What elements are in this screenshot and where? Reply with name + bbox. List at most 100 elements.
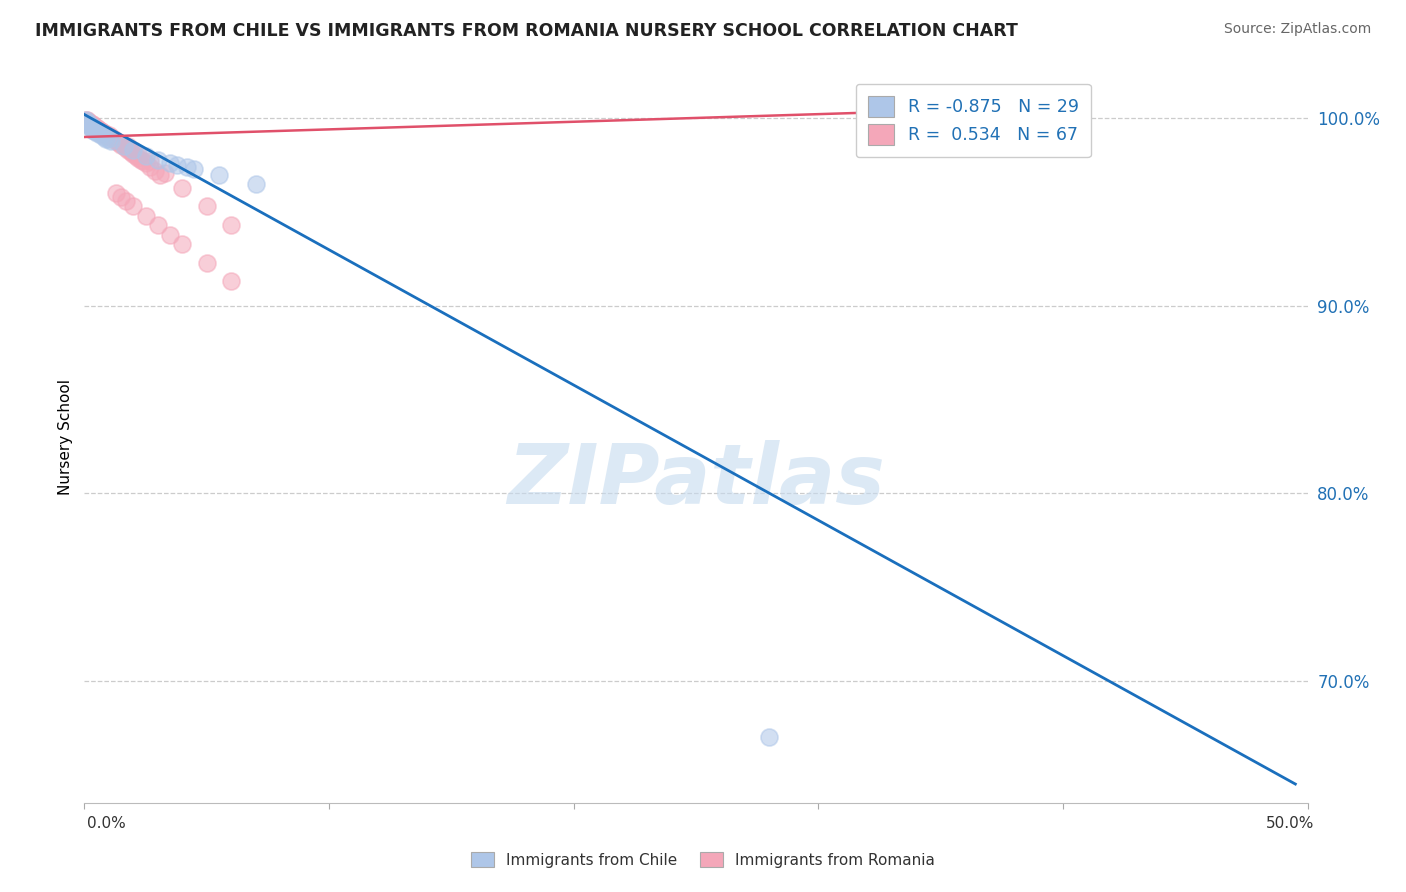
- Point: [93, 126, 115, 140]
- Point: [149, 168, 172, 182]
- Point: [90, 126, 112, 140]
- Point: [208, 168, 231, 182]
- Point: [80, 117, 103, 131]
- Point: [105, 134, 128, 148]
- Text: Source: ZipAtlas.com: Source: ZipAtlas.com: [1223, 22, 1371, 37]
- Point: [115, 194, 138, 208]
- Point: [112, 139, 135, 153]
- Point: [80, 120, 103, 135]
- Point: [83, 119, 105, 133]
- Point: [87, 124, 110, 138]
- Point: [122, 199, 145, 213]
- Point: [80, 119, 103, 133]
- Point: [100, 130, 122, 145]
- Point: [97, 130, 120, 145]
- Point: [86, 120, 108, 135]
- Point: [117, 139, 139, 153]
- Point: [245, 177, 267, 191]
- Text: 0.0%: 0.0%: [87, 816, 127, 830]
- Point: [172, 236, 194, 251]
- Point: [176, 160, 198, 174]
- Point: [135, 156, 157, 170]
- Point: [122, 143, 145, 157]
- Point: [75, 113, 97, 128]
- Point: [758, 730, 780, 744]
- Point: [135, 209, 157, 223]
- Point: [153, 166, 176, 180]
- Point: [110, 137, 132, 152]
- Point: [90, 124, 112, 138]
- Point: [172, 180, 194, 194]
- Y-axis label: Nursery School: Nursery School: [58, 379, 73, 495]
- Point: [77, 119, 100, 133]
- Point: [139, 160, 162, 174]
- Point: [76, 115, 98, 129]
- Point: [77, 115, 100, 129]
- Point: [86, 126, 108, 140]
- Point: [83, 120, 105, 135]
- Point: [80, 119, 103, 133]
- Point: [146, 218, 169, 232]
- Point: [93, 130, 115, 145]
- Point: [90, 124, 112, 138]
- Point: [117, 143, 139, 157]
- Point: [103, 132, 125, 146]
- Point: [139, 154, 162, 169]
- Point: [96, 132, 118, 146]
- Point: [96, 128, 118, 142]
- Point: [86, 124, 108, 138]
- Legend: Immigrants from Chile, Immigrants from Romania: Immigrants from Chile, Immigrants from R…: [463, 844, 943, 875]
- Point: [110, 190, 132, 204]
- Point: [122, 147, 145, 161]
- Point: [166, 158, 188, 172]
- Point: [80, 122, 103, 136]
- Point: [97, 128, 120, 142]
- Point: [146, 153, 169, 167]
- Point: [93, 126, 115, 140]
- Point: [159, 156, 181, 170]
- Point: [112, 139, 135, 153]
- Text: 50.0%: 50.0%: [1267, 816, 1315, 830]
- Point: [80, 119, 103, 133]
- Point: [97, 132, 120, 146]
- Point: [75, 113, 97, 128]
- Point: [87, 122, 110, 136]
- Point: [90, 128, 112, 142]
- Point: [143, 163, 166, 178]
- Point: [87, 122, 110, 136]
- Point: [83, 124, 105, 138]
- Point: [80, 117, 103, 131]
- Point: [77, 117, 100, 131]
- Point: [125, 149, 148, 163]
- Point: [159, 227, 181, 242]
- Point: [219, 274, 242, 288]
- Point: [120, 145, 142, 159]
- Point: [77, 117, 100, 131]
- Point: [100, 134, 122, 148]
- Text: IMMIGRANTS FROM CHILE VS IMMIGRANTS FROM ROMANIA NURSERY SCHOOL CORRELATION CHAR: IMMIGRANTS FROM CHILE VS IMMIGRANTS FROM…: [35, 22, 1018, 40]
- Point: [86, 122, 108, 136]
- Point: [87, 126, 110, 140]
- Point: [76, 113, 98, 128]
- Point: [83, 122, 105, 136]
- Point: [83, 119, 105, 133]
- Legend: R = -0.875   N = 29, R =  0.534   N = 67: R = -0.875 N = 29, R = 0.534 N = 67: [856, 84, 1091, 157]
- Point: [77, 117, 100, 131]
- Point: [127, 151, 149, 165]
- Point: [105, 186, 128, 201]
- Point: [115, 141, 138, 155]
- Point: [83, 120, 105, 135]
- Point: [135, 149, 157, 163]
- Point: [183, 161, 205, 176]
- Point: [132, 154, 155, 169]
- Point: [195, 255, 218, 269]
- Point: [129, 153, 152, 167]
- Point: [76, 115, 98, 129]
- Point: [96, 128, 118, 142]
- Point: [219, 218, 242, 232]
- Point: [76, 115, 98, 129]
- Point: [195, 199, 218, 213]
- Point: [86, 120, 108, 135]
- Point: [86, 122, 108, 136]
- Point: [127, 147, 149, 161]
